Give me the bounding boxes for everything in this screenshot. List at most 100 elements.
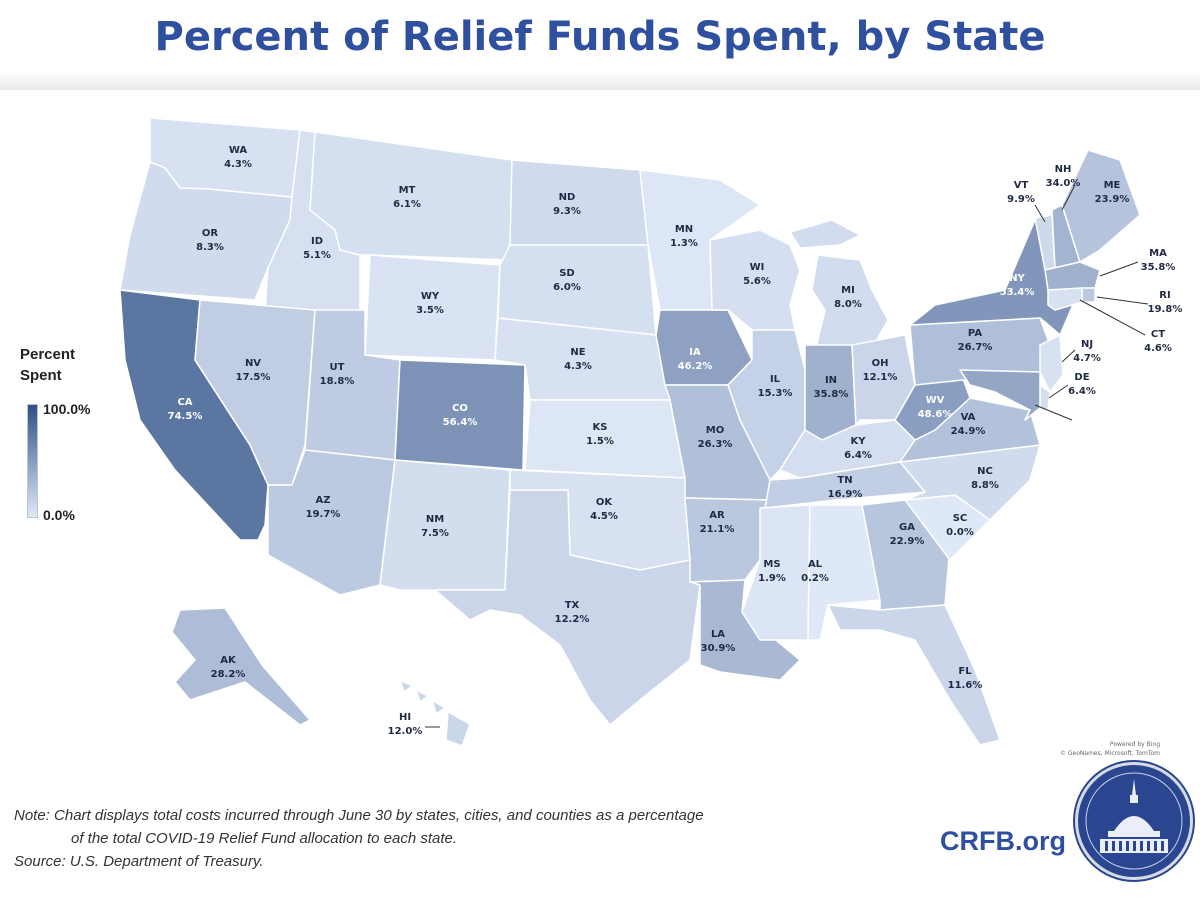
state-code-label: ME (1104, 180, 1121, 191)
us-map: WA 4.3% OR 8.3% CA 74.5% ID 5.1% NV 17.5% MT 6.1% WY… (119, 117, 1183, 747)
state-code-label: OK (596, 497, 614, 508)
state-code-label: NH (1055, 164, 1072, 175)
state-value-label: 28.2% (211, 669, 246, 680)
page-title: Percent of Relief Funds Spent, by State (154, 14, 1046, 60)
state-value-label: 21.1% (700, 524, 735, 535)
state-code-label: IA (689, 347, 701, 358)
state-nc[interactable] (899, 444, 1041, 521)
legend-min-label: 0.0% (43, 507, 75, 523)
state-tx[interactable] (434, 489, 701, 726)
state-code-label: SC (953, 513, 968, 524)
state-value-label: 4.3% (564, 361, 592, 372)
state-fl[interactable] (827, 604, 1001, 746)
state-co[interactable] (394, 359, 526, 471)
state-value-label: 53.4% (1000, 287, 1035, 298)
state-value-label: 17.5% (236, 372, 271, 383)
state-ia[interactable] (655, 309, 753, 386)
state-code-label: NV (245, 358, 261, 369)
state-value-label: 46.2% (678, 361, 713, 372)
state-code-label: PA (968, 328, 982, 339)
state-code-label: AL (808, 559, 823, 570)
leader-line (1048, 384, 1069, 399)
state-value-label: 23.9% (1095, 194, 1130, 205)
state-ny[interactable] (909, 214, 1076, 336)
state-code-label: NE (570, 347, 585, 358)
state-code-label: TN (837, 475, 852, 486)
state-code-label: MT (399, 185, 416, 196)
state-value-label: 9.9% (1007, 194, 1035, 205)
state-value-label: 7.5% (421, 528, 449, 539)
state-value-label: 22.9% (890, 536, 925, 547)
state-ak[interactable] (171, 607, 311, 726)
state-la[interactable] (689, 579, 801, 681)
state-value-label: 5.1% (303, 250, 331, 261)
leader-line (1099, 261, 1139, 277)
state-il[interactable] (727, 329, 806, 481)
state-code-label: IL (770, 374, 781, 385)
state-hi[interactable] (399, 679, 471, 747)
leader-line (1061, 349, 1076, 363)
state-code-label: AR (709, 510, 725, 521)
state-code-label: MA (1149, 248, 1167, 259)
state-value-label: 0.0% (946, 527, 974, 538)
state-code-label: MI (841, 285, 855, 296)
state-ma[interactable] (1044, 261, 1101, 291)
state-value-label: 12.0% (388, 726, 423, 737)
state-code-label: CO (452, 403, 468, 414)
state-code-label: KY (851, 436, 867, 447)
legend-title-line2: Spent (20, 367, 62, 384)
attribution-line2: © GeoNames, Microsoft, TomTom (1059, 750, 1160, 757)
state-value-label: 30.9% (701, 643, 736, 654)
state-value-label: 19.8% (1148, 304, 1183, 315)
state-code-label: NC (977, 466, 993, 477)
state-code-label: AK (220, 655, 237, 666)
state-ct[interactable] (1047, 287, 1083, 311)
legend-gradient-bar (27, 404, 38, 518)
state-value-label: 26.3% (698, 439, 733, 450)
state-value-label: 34.0% (1046, 178, 1081, 189)
state-value-label: 1.3% (670, 238, 698, 249)
state-nj[interactable] (1039, 334, 1064, 393)
state-value-label: 3.5% (416, 305, 444, 316)
leader-line (1079, 299, 1146, 336)
state-code-label: MS (763, 559, 780, 570)
state-value-label: 12.1% (863, 372, 898, 383)
state-code-label: WV (926, 395, 945, 406)
state-mi[interactable] (789, 219, 889, 353)
state-value-label: 4.7% (1073, 353, 1101, 364)
footnote: Note: Chart displays total costs incurre… (14, 804, 894, 873)
state-ri[interactable] (1081, 287, 1096, 303)
state-code-label: UT (330, 362, 345, 373)
state-code-label: HI (399, 712, 411, 723)
state-value-label: 74.5% (168, 411, 203, 422)
state-nd[interactable] (509, 159, 649, 246)
state-value-label: 26.7% (958, 342, 993, 353)
state-value-label: 56.4% (443, 417, 478, 428)
state-code-label: GA (899, 522, 915, 533)
note-line1: Note: Chart displays total costs incurre… (14, 807, 704, 824)
state-value-label: 8.0% (834, 299, 862, 310)
state-value-label: 16.9% (828, 489, 863, 500)
state-value-label: 6.4% (844, 450, 872, 461)
state-code-label: CA (177, 397, 192, 408)
state-code-label: AZ (316, 495, 331, 506)
capitol-dome-icon (1085, 772, 1183, 870)
state-value-label: 6.1% (393, 199, 421, 210)
state-code-label: TX (565, 600, 580, 611)
state-value-label: 24.9% (951, 426, 986, 437)
state-value-label: 4.3% (224, 159, 252, 170)
state-value-label: 15.3% (758, 388, 793, 399)
leader-line (1034, 404, 1073, 421)
state-value-label: 6.0% (553, 282, 581, 293)
state-code-label: DE (1074, 372, 1089, 383)
state-code-label: WY (421, 291, 440, 302)
state-md[interactable] (959, 369, 1041, 421)
state-nm[interactable] (379, 459, 511, 591)
state-value-label: 19.7% (306, 509, 341, 520)
state-mt[interactable] (309, 131, 513, 261)
state-code-label: OH (872, 358, 889, 369)
site-url[interactable]: CRFB.org (940, 826, 1066, 856)
state-value-label: 18.8% (320, 376, 355, 387)
state-code-label: FL (958, 666, 972, 677)
state-wi[interactable] (709, 229, 801, 331)
